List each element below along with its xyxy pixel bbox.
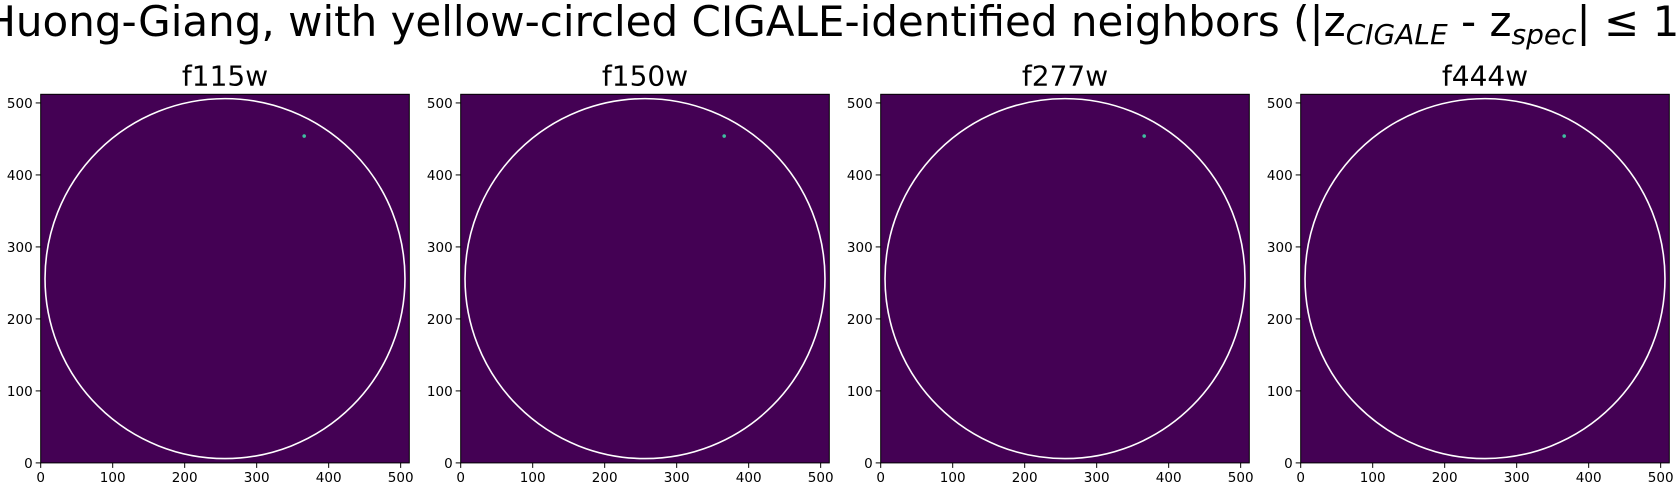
source [722, 134, 726, 138]
x-tick-label: 500 [1228, 470, 1254, 486]
x-tick-label: 200 [592, 470, 618, 486]
panel-title: f150w [602, 59, 688, 92]
x-tick-label: 200 [172, 470, 198, 486]
axes-frame [460, 93, 830, 464]
x-tick-label: 500 [388, 470, 414, 486]
y-tick-label: 300 [7, 240, 33, 256]
y-tick-label: 500 [7, 96, 33, 112]
x-tick-label: 400 [736, 470, 762, 486]
selection-circle [464, 97, 826, 460]
y-tick-label: 400 [7, 168, 33, 184]
selection-circle [884, 97, 1246, 460]
source [1142, 134, 1146, 138]
y-tick-label: 400 [847, 168, 873, 184]
x-tick-label: 400 [1156, 470, 1182, 486]
y-tick-label: 0 [444, 456, 453, 472]
x-tick-label: 200 [1432, 470, 1458, 486]
title-part: | ≤ 1) [1577, 0, 1680, 46]
y-tick-label: 300 [847, 240, 873, 256]
source [1562, 134, 1566, 138]
x-tick-label: 200 [1012, 470, 1038, 486]
y-tick-label: 100 [427, 384, 453, 400]
axes-frame [880, 93, 1250, 464]
y-tick-label: 100 [847, 384, 873, 400]
image [40, 94, 410, 463]
y-tick-label: 500 [427, 96, 453, 112]
title-part: - z [1448, 0, 1512, 46]
x-tick-label: 0 [36, 470, 45, 486]
figure-title: Huong-Giang, with yellow-circled CIGALE-… [0, 0, 1680, 51]
x-tick-label: 500 [808, 470, 834, 486]
axes-frame [40, 93, 410, 464]
axes-frame [1300, 93, 1670, 464]
selection-circle [1304, 97, 1666, 460]
x-tick-label: 100 [940, 470, 966, 486]
x-tick-label: 100 [520, 470, 546, 486]
x-tick-label: 400 [316, 470, 342, 486]
selection-circle [44, 97, 406, 460]
image [880, 94, 1250, 463]
title-subscript: CIGALE [1346, 18, 1448, 51]
y-tick-label: 200 [7, 312, 33, 328]
y-tick-label: 100 [7, 384, 33, 400]
y-tick-label: 300 [1267, 240, 1293, 256]
x-tick-label: 0 [1296, 470, 1305, 486]
y-tick-label: 500 [1267, 96, 1293, 112]
y-tick-label: 200 [847, 312, 873, 328]
x-tick-label: 100 [100, 470, 126, 486]
panel-title: f115w [182, 59, 268, 92]
y-tick-label: 500 [847, 96, 873, 112]
x-tick-label: 300 [664, 470, 690, 486]
title-subscript: spec [1512, 18, 1578, 51]
x-tick-label: 100 [1360, 470, 1386, 486]
source [302, 134, 306, 138]
panel-title: f277w [1022, 59, 1108, 92]
image [1300, 94, 1670, 463]
x-tick-label: 400 [1576, 470, 1602, 486]
y-tick-label: 0 [864, 456, 873, 472]
x-tick-label: 0 [456, 470, 465, 486]
y-tick-label: 100 [1267, 384, 1293, 400]
x-tick-label: 300 [1084, 470, 1110, 486]
x-tick-label: 0 [876, 470, 885, 486]
x-tick-label: 300 [1504, 470, 1530, 486]
x-tick-label: 500 [1648, 470, 1674, 486]
x-tick-label: 300 [244, 470, 270, 486]
y-tick-label: 400 [427, 168, 453, 184]
y-tick-label: 0 [1284, 456, 1293, 472]
y-tick-label: 0 [24, 456, 33, 472]
image [460, 94, 830, 463]
y-tick-label: 200 [1267, 312, 1293, 328]
title-part: Huong-Giang, with yellow-circled CIGALE-… [0, 0, 1346, 46]
y-tick-label: 200 [427, 312, 453, 328]
y-tick-label: 400 [1267, 168, 1293, 184]
y-tick-label: 300 [427, 240, 453, 256]
panel-title: f444w [1442, 59, 1528, 92]
